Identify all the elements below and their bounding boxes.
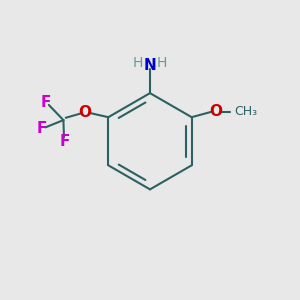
Text: O: O: [78, 105, 91, 120]
Text: F: F: [60, 134, 70, 148]
Text: H: H: [157, 56, 167, 70]
Text: F: F: [36, 122, 47, 136]
Text: CH₃: CH₃: [235, 105, 258, 119]
Text: H: H: [133, 56, 143, 70]
Text: N: N: [144, 58, 156, 73]
Text: O: O: [209, 104, 222, 119]
Text: F: F: [41, 94, 51, 110]
